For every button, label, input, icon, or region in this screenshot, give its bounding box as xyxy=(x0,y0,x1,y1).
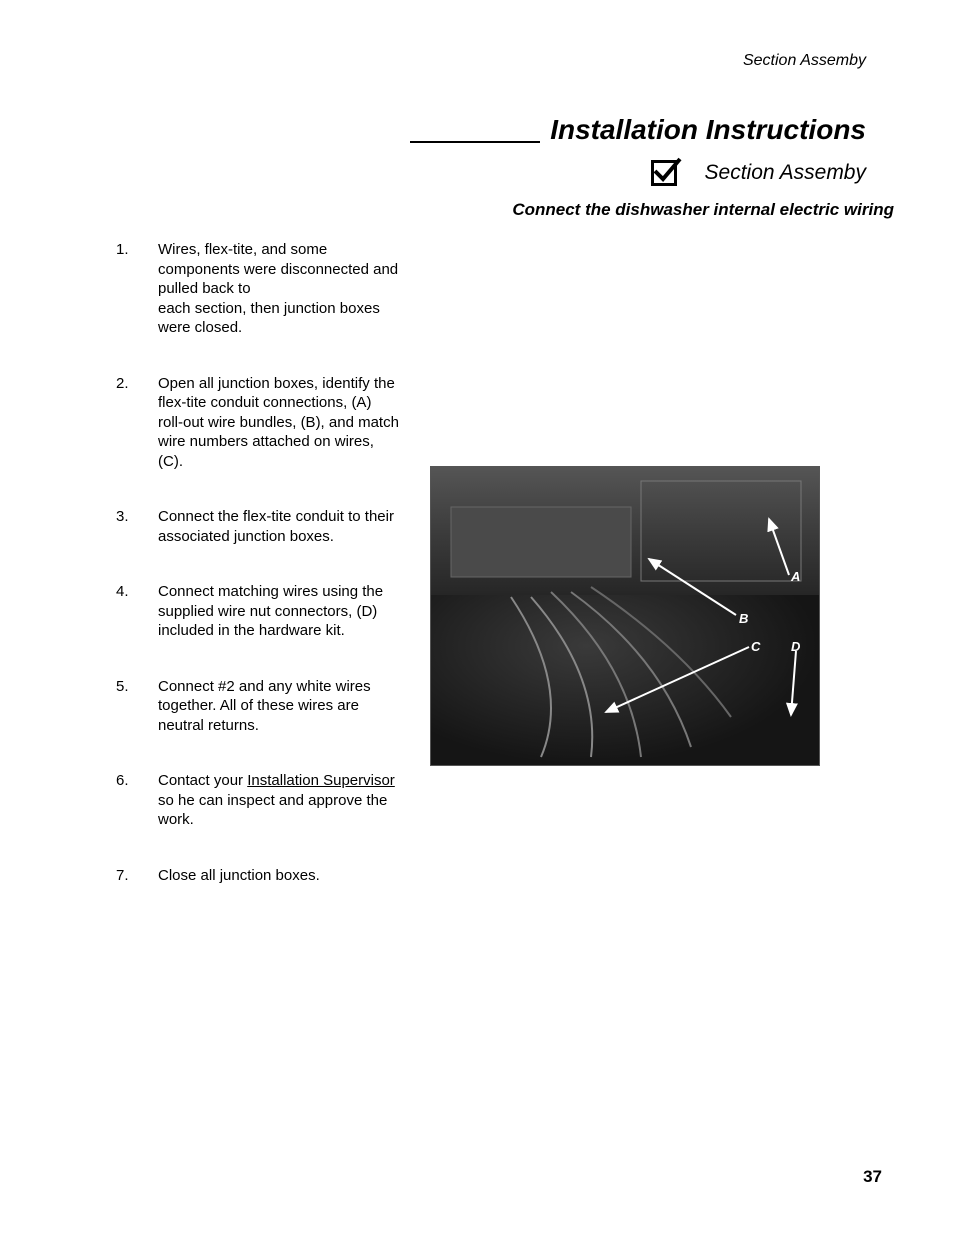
subtitle: Connect the dishwasher internal electric… xyxy=(60,200,894,220)
step-number: 1. xyxy=(116,240,158,338)
checkbox-icon xyxy=(651,160,677,186)
figure-label-a: A xyxy=(791,569,800,584)
title-block: Installation Instructions xyxy=(60,114,894,160)
step-number: 5. xyxy=(116,677,158,736)
running-header: Section Assemby xyxy=(60,52,894,70)
steps-column: 1. Wires, flex-tite, and some components… xyxy=(60,240,400,921)
step-number: 2. xyxy=(116,374,158,472)
step-text: Connect matching wires using the supplie… xyxy=(158,582,400,641)
figure-label-d: D xyxy=(791,639,800,654)
step-item: 7. Close all junction boxes. xyxy=(116,866,400,886)
step-item: 5. Connect #2 and any white wires togeth… xyxy=(116,677,400,736)
step-text: Connect the flex-tite conduit to their a… xyxy=(158,507,400,546)
step-text: Close all junction boxes. xyxy=(158,866,400,886)
figure-arrows xyxy=(431,467,820,766)
page-title: Installation Instructions xyxy=(550,114,866,146)
step-item: 1. Wires, flex-tite, and some components… xyxy=(116,240,400,338)
title-text: Installation Instructions xyxy=(550,114,866,145)
title-rule xyxy=(410,141,540,143)
figure-label-c: C xyxy=(751,639,760,654)
step-text: Contact your Installation Supervisor so … xyxy=(158,771,400,830)
step-number: 6. xyxy=(116,771,158,830)
step-text: Wires, flex-tite, and some components we… xyxy=(158,240,400,338)
header-section-label: Section Assemby xyxy=(743,52,866,69)
underlined-text: Installation Supervisor xyxy=(247,772,395,789)
wiring-photo: A B C D xyxy=(430,466,820,766)
step-item: 6. Contact your Installation Supervisor … xyxy=(116,771,400,830)
step-item: 4. Connect matching wires using the supp… xyxy=(116,582,400,641)
figure-label-b: B xyxy=(739,611,748,626)
document-page: Section Assemby Installation Instruction… xyxy=(0,0,954,1235)
content-columns: 1. Wires, flex-tite, and some components… xyxy=(60,240,894,921)
section-row: Section Assemby xyxy=(60,160,894,186)
step-item: 3. Connect the flex-tite conduit to thei… xyxy=(116,507,400,546)
step-number: 3. xyxy=(116,507,158,546)
step-number: 4. xyxy=(116,582,158,641)
step-text: Open all junction boxes, identify the fl… xyxy=(158,374,400,472)
figure-column: A B C D xyxy=(430,240,894,921)
step-text: Connect #2 and any white wires together.… xyxy=(158,677,400,736)
page-number: 37 xyxy=(863,1167,882,1187)
step-item: 2. Open all junction boxes, identify the… xyxy=(116,374,400,472)
step-number: 7. xyxy=(116,866,158,886)
section-name: Section Assemby xyxy=(705,161,866,185)
